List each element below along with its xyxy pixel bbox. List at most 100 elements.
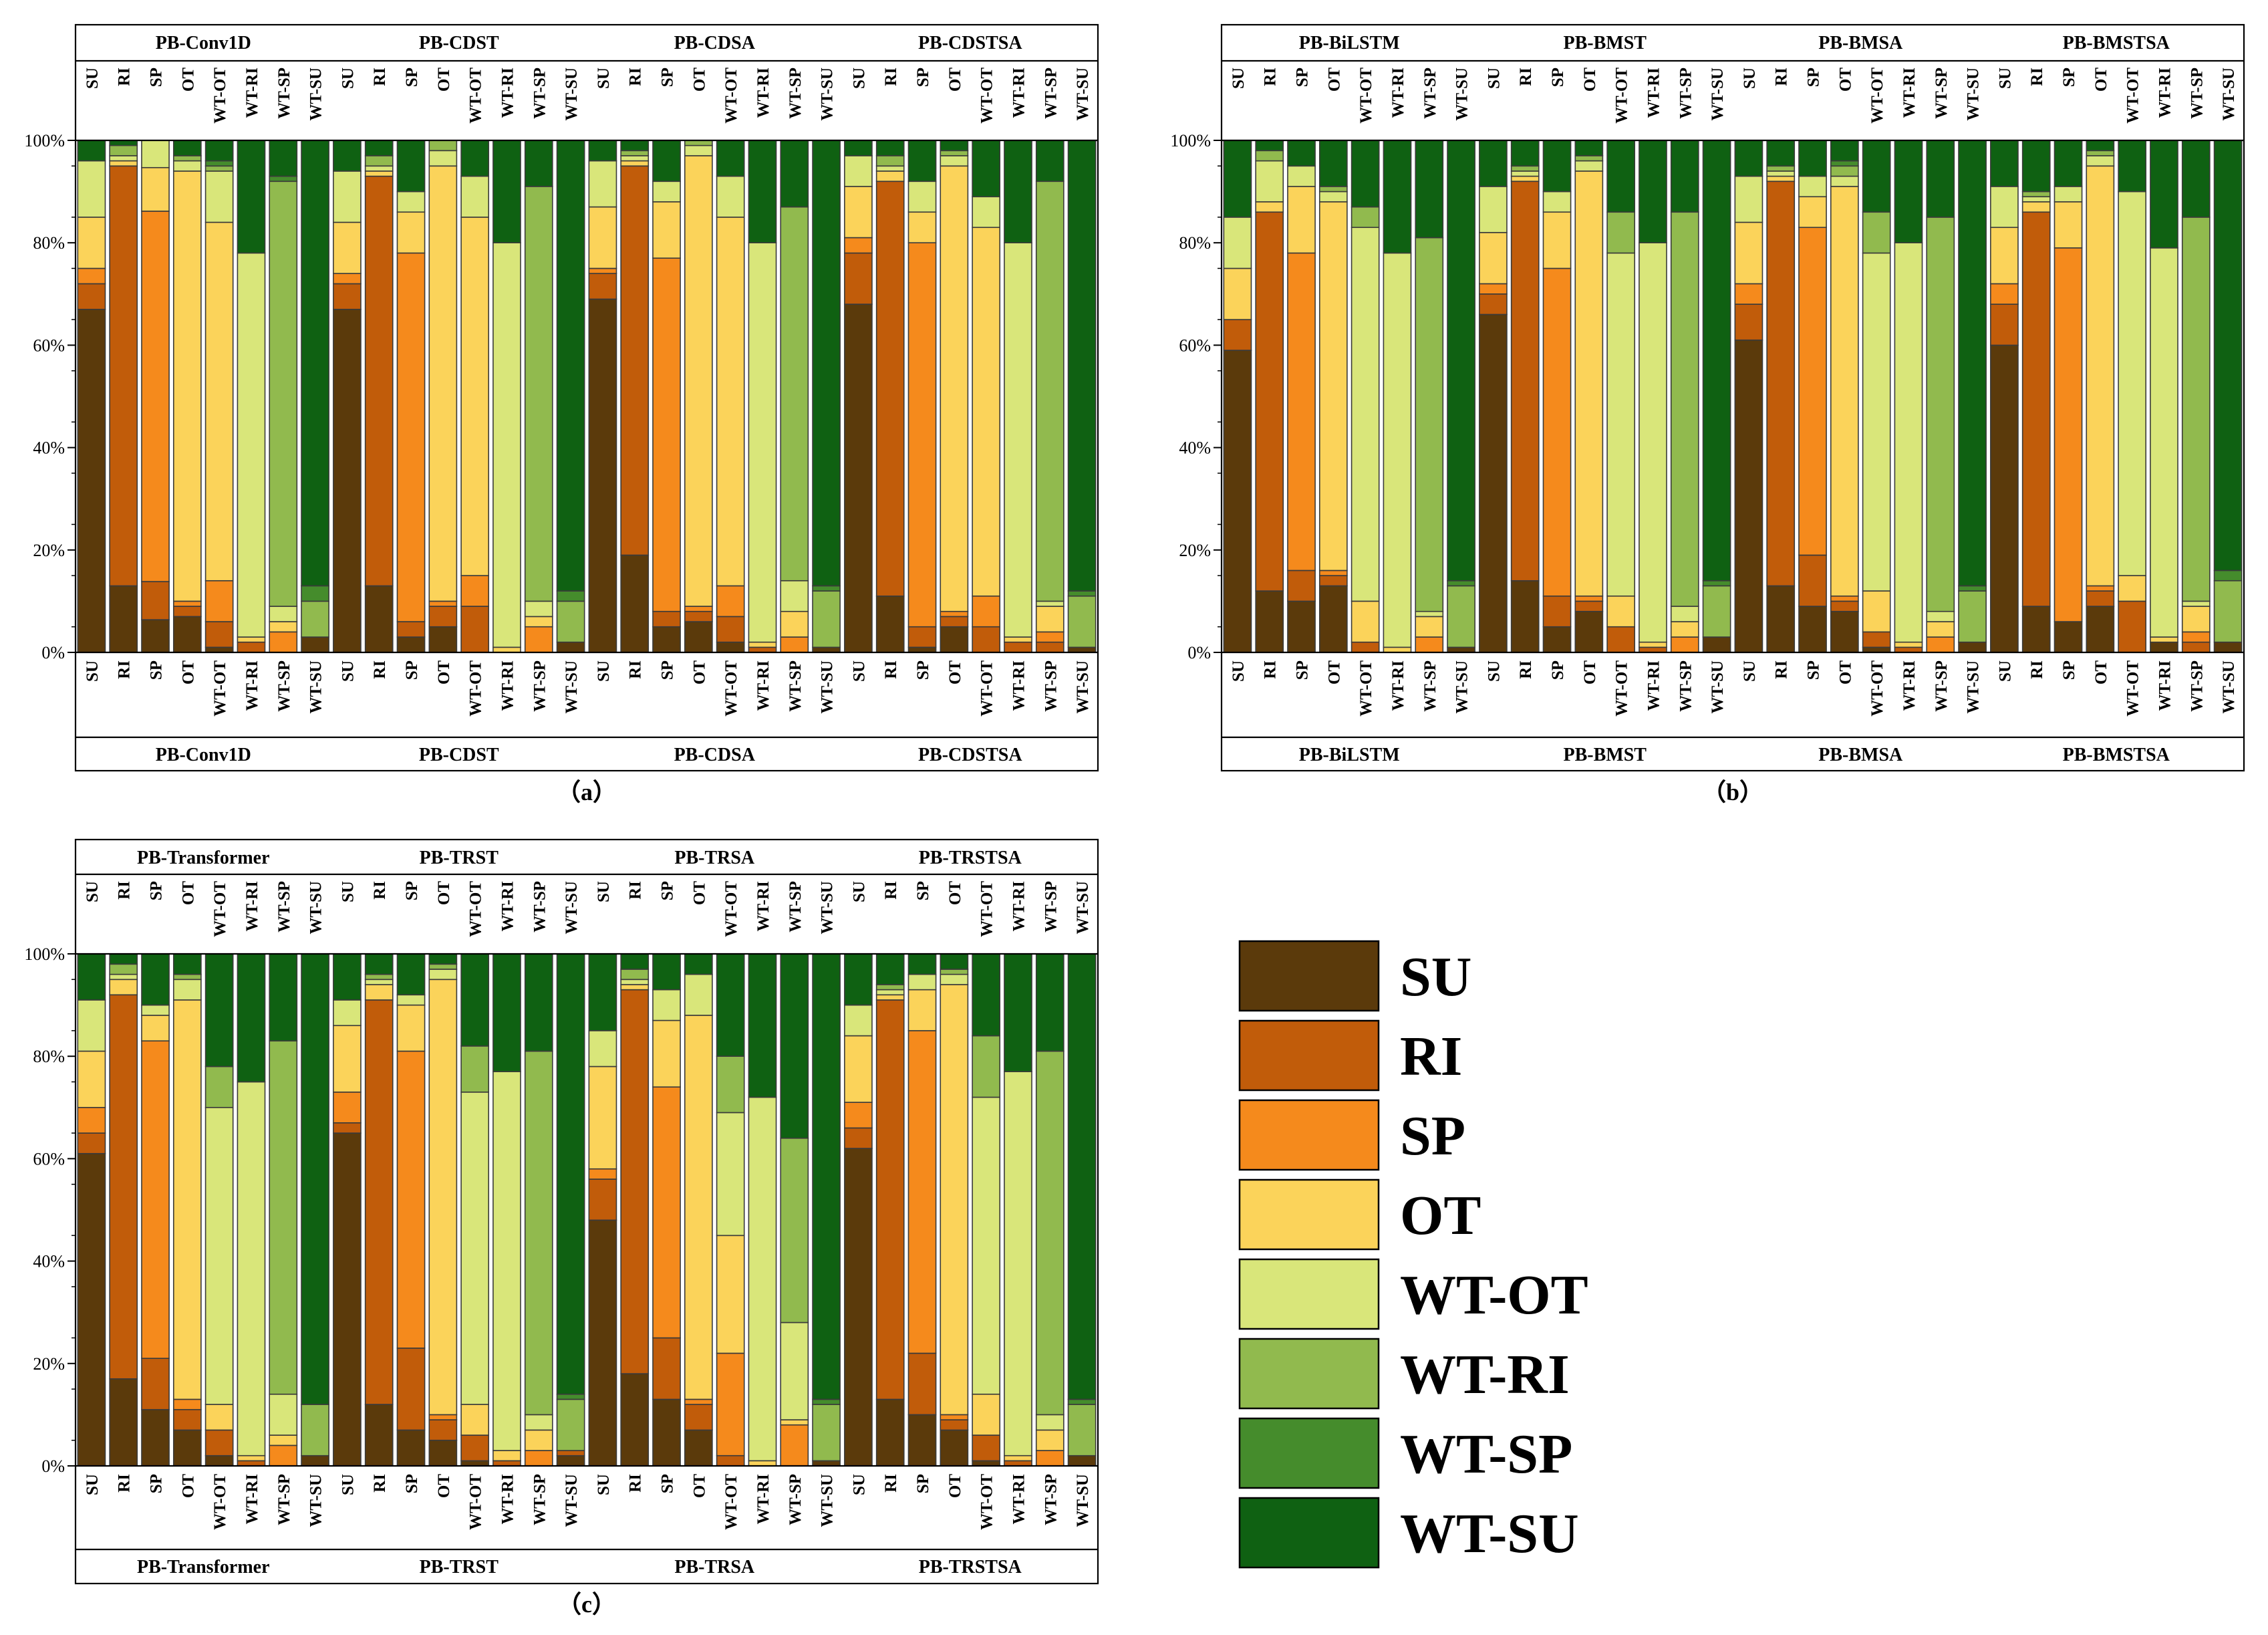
bar-segment-PB-Transformer-SP-WT-OT [141, 1004, 170, 1016]
bar-segment-PB-BMST-WT-RI-WT-OT [1639, 242, 1667, 643]
bar-segment-PB-BiLSTM-WT-SP-OT [1415, 616, 1444, 638]
category-label-bottom: WT-RI [499, 1474, 517, 1525]
category-label-bottom: WT-SU [1074, 660, 1092, 714]
bar-segment-PB-Transformer-OT-SU [172, 1429, 202, 1467]
bar-segment-PB-Conv1D-SU-SU [77, 308, 106, 653]
bar-segment-PB-Transformer-WT-SP-OT [269, 1434, 298, 1447]
category-label-top: WT-SP [1421, 68, 1439, 119]
category-label-bottom: WT-OT [1357, 660, 1375, 717]
bar-segment-PB-TRSA-RI-WT-RI [620, 969, 650, 981]
bar-segment-PB-BMSTSA-OT-SU [2086, 606, 2115, 653]
category-label-top: SU [1741, 68, 1759, 89]
bar-segment-PB-CDSTSA-WT-SP-WT-RI [1035, 180, 1065, 602]
bar-segment-PB-Conv1D-OT-WT-RI [172, 155, 202, 162]
bar-segment-PB-CDSTSA-OT-WT-OT [940, 155, 969, 167]
bar-segment-PB-CDSA-WT-OT-WT-SU [716, 140, 745, 177]
bar-segment-PB-TRST-SU-SP [333, 1092, 362, 1124]
bar-segment-PB-TRSTSA-RI-WT-OT [875, 989, 905, 996]
category-label-top: WT-OT [467, 68, 485, 124]
category-label-top: OT [690, 881, 708, 905]
bar-segment-PB-CDSTSA-WT-OT-SP [972, 595, 1001, 628]
bar-segment-PB-CDSTSA-RI-OT [875, 170, 905, 182]
bar-segment-PB-CDSA-SU-SU [588, 298, 617, 653]
bar-segment-PB-BMSTSA-SU-SP [1990, 283, 2019, 305]
chart-panel-3: 0% 20% 40% 60% 80% 100% PB-Transformer PB-Trans… [24, 838, 1099, 1618]
bar-segment-PB-CDST-SP-WT-OT [396, 191, 426, 213]
bar-segment-PB-CDSA-WT-SU-SU [812, 646, 841, 653]
y-tick-label: 20% [33, 1354, 65, 1374]
bar-segment-PB-TRSTSA-OT-WT-SU [940, 953, 969, 970]
bar-segment-PB-BMST-SP-SU [1542, 626, 1572, 653]
category-label-bottom: SP [403, 660, 421, 680]
bar-segment-PB-BiLSTM-OT-WT-SU [1318, 140, 1348, 187]
category-label-top: WT-SP [1042, 881, 1060, 932]
category-label-bottom: SP [914, 660, 932, 680]
category-label-bottom: WT-OT [722, 660, 740, 717]
bar-segment-PB-CDST-WT-SU-SU [556, 641, 585, 653]
bar-segment-PB-CDSTSA-WT-SU-WT-SP [1067, 590, 1097, 597]
bar-segment-PB-CDST-WT-RI-OT [492, 646, 521, 653]
bar-segment-PB-TRSTSA-SU-WT-SU [844, 953, 873, 1006]
category-label-top: SP [914, 881, 932, 900]
category-label-bottom: SP [148, 1474, 166, 1493]
y-tick-label: 60% [1179, 336, 1211, 355]
bar-segment-PB-Transformer-WT-SU-WT-RI [301, 1404, 329, 1457]
category-label-bottom: SU [1485, 660, 1503, 682]
bar-segment-PB-TRSA-SU-SU [588, 1219, 617, 1467]
category-label-bottom: SP [1294, 660, 1312, 680]
category-label-bottom: WT-SP [787, 660, 805, 712]
group-header-bottom: PB-BMSA [1818, 745, 1903, 765]
panel-caption: （a） [557, 779, 617, 805]
bar-segment-PB-BiLSTM-WT-OT-WT-OT [1351, 227, 1380, 602]
bar-segment-PB-BMSTSA-WT-SU-WT-RI [2213, 580, 2243, 643]
bar-segment-PB-Transformer-SP-OT [141, 1015, 170, 1042]
category-label-top: WT-OT [722, 881, 740, 937]
bar-segment-PB-Transformer-OT-SP [172, 1398, 202, 1410]
category-label-top: WT-RI [1645, 68, 1663, 118]
bar-segment-PB-Transformer-WT-OT-OT [204, 1404, 234, 1431]
bar-segment-PB-CDSA-RI-OT [620, 160, 650, 167]
bar-segment-PB-TRSTSA-WT-SU-WT-SU [1067, 953, 1097, 1400]
group-header-top: PB-BMSTSA [2063, 33, 2170, 53]
bar-segment-PB-BMST-OT-WT-RI [1574, 155, 1604, 162]
bar-segment-PB-Conv1D-WT-OT-WT-SU [204, 140, 234, 162]
bar-segment-PB-TRST-WT-SU-WT-SP [556, 1393, 585, 1400]
bar-segment-PB-TRSTSA-SP-OT [907, 989, 937, 1031]
bar-segment-PB-BMSTSA-WT-SU-WT-SU [2213, 140, 2243, 572]
bar-segment-PB-BMSTSA-RI-WT-RI [2021, 191, 2051, 198]
category-label-top: RI [116, 881, 134, 900]
bar-segment-PB-CDSTSA-WT-RI-OT [1004, 636, 1032, 643]
bar-segment-PB-CDSTSA-SP-OT [907, 211, 937, 243]
bar-segment-PB-CDSA-SP-WT-OT [652, 180, 681, 203]
bar-segment-PB-BMSTSA-WT-RI-WT-SU [2150, 140, 2178, 249]
bar-segment-PB-Conv1D-WT-OT-WT-RI [204, 165, 234, 172]
bar-segment-PB-CDSA-SP-SU [652, 626, 681, 653]
bar-segment-PB-TRSTSA-OT-OT [940, 984, 969, 1416]
bar-segment-PB-CDSTSA-SU-SU [844, 303, 873, 653]
group-header-top: PB-CDSTSA [918, 33, 1022, 53]
bar-segment-PB-TRSA-WT-SP-SP [780, 1424, 809, 1467]
bar-segment-PB-BiLSTM-WT-SU-WT-SU [1447, 140, 1475, 582]
bar-segment-PB-CDST-OT-OT [428, 165, 458, 602]
category-label-bottom: WT-OT [978, 660, 996, 717]
y-tick-label: 40% [1179, 438, 1211, 458]
bar-segment-PB-BiLSTM-RI-SU [1255, 590, 1284, 653]
bar-segment-PB-BMSA-SP-OT [1798, 196, 1827, 229]
bar-segment-PB-TRSTSA-WT-OT-WT-OT [972, 1096, 1001, 1395]
category-label-top: SU [1485, 68, 1503, 89]
category-label-bottom: WT-SP [531, 1474, 549, 1525]
bar-segment-PB-BMST-OT-WT-SU [1574, 140, 1604, 156]
category-label-bottom: RI [371, 1474, 389, 1493]
category-label-bottom: WT-SP [1677, 660, 1695, 712]
bar-segment-PB-TRSA-OT-SP [684, 1398, 713, 1405]
bar-segment-PB-BiLSTM-SP-SP [1287, 252, 1316, 572]
category-label-bottom: RI [627, 660, 645, 679]
category-label-top: SU [1230, 68, 1248, 89]
bar-segment-PB-BiLSTM-SP-WT-SU [1287, 140, 1316, 167]
category-label-bottom: WT-RI [2156, 660, 2174, 711]
bar-segment-PB-BMSTSA-SP-SP [2053, 247, 2083, 622]
bar-segment-PB-Transformer-WT-SP-WT-SU [269, 953, 298, 1042]
bar-segment-PB-CDST-RI-OT [364, 170, 394, 177]
category-label-top: WT-OT [211, 68, 229, 124]
bar-segment-PB-BMST-WT-OT-RI [1606, 626, 1636, 653]
